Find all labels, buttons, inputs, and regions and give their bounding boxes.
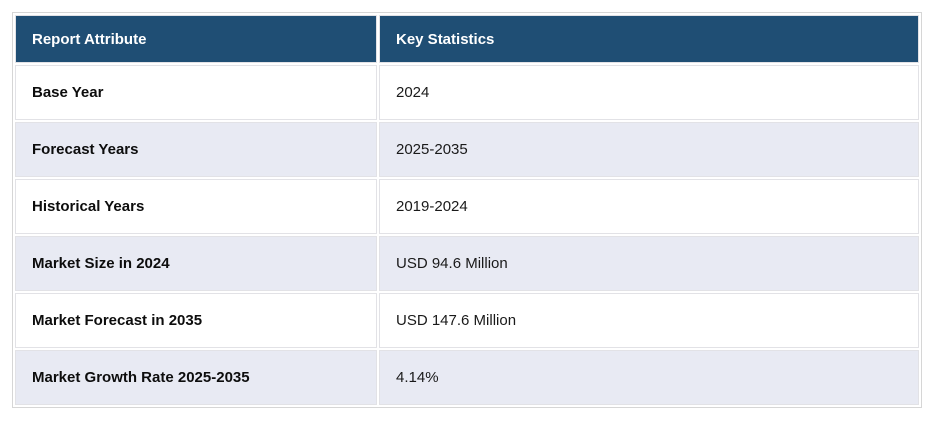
table-body: Base Year 2024 Forecast Years 2025-2035 … [15, 65, 919, 405]
value-cell-historical-years: 2019-2024 [379, 179, 919, 234]
value-cell-market-size: USD 94.6 Million [379, 236, 919, 291]
column-header-key-statistics: Key Statistics [379, 15, 919, 63]
value-cell-forecast-years: 2025-2035 [379, 122, 919, 177]
table-row: Forecast Years 2025-2035 [15, 122, 919, 177]
value-cell-growth-rate: 4.14% [379, 350, 919, 405]
header-row: Report Attribute Key Statistics [15, 15, 919, 63]
value-cell-base-year: 2024 [379, 65, 919, 120]
value-cell-market-forecast: USD 147.6 Million [379, 293, 919, 348]
attribute-cell-market-forecast: Market Forecast in 2035 [15, 293, 377, 348]
table-row: Market Growth Rate 2025-2035 4.14% [15, 350, 919, 405]
report-table-container: Report Attribute Key Statistics Base Yea… [12, 12, 922, 408]
attribute-cell-market-size: Market Size in 2024 [15, 236, 377, 291]
column-header-report-attribute: Report Attribute [15, 15, 377, 63]
table-header: Report Attribute Key Statistics [15, 15, 919, 63]
attribute-cell-growth-rate: Market Growth Rate 2025-2035 [15, 350, 377, 405]
attribute-cell-forecast-years: Forecast Years [15, 122, 377, 177]
attribute-cell-historical-years: Historical Years [15, 179, 377, 234]
attribute-cell-base-year: Base Year [15, 65, 377, 120]
table-row: Market Size in 2024 USD 94.6 Million [15, 236, 919, 291]
report-key-statistics-table: Report Attribute Key Statistics Base Yea… [12, 12, 922, 408]
table-row: Historical Years 2019-2024 [15, 179, 919, 234]
table-row: Base Year 2024 [15, 65, 919, 120]
table-row: Market Forecast in 2035 USD 147.6 Millio… [15, 293, 919, 348]
